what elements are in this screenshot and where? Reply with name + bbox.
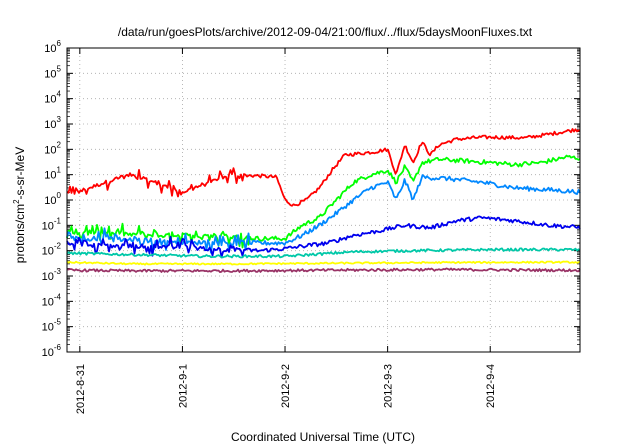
y-tick-label: 10-6 xyxy=(42,343,62,359)
y-tick-base: 10 xyxy=(44,68,56,80)
y-tick-exponent: 3 xyxy=(57,115,62,124)
series-line-7 xyxy=(67,267,581,274)
y-axis-label-rest: -s-sr-MeV xyxy=(13,147,27,200)
y-tick-label: 10-3 xyxy=(42,267,62,283)
y-tick-label: 104 xyxy=(44,90,61,106)
series-line-5 xyxy=(66,247,581,259)
x-axis-label: Coordinated Universal Time (UTC) xyxy=(231,430,415,444)
y-tick-exponent: -3 xyxy=(54,267,62,276)
series-lines xyxy=(66,128,581,274)
y-tick-base: 10 xyxy=(44,170,56,182)
y-tick-exponent: 4 xyxy=(57,90,62,99)
y-tick-exponent: 2 xyxy=(57,140,62,149)
y-tick-base: 10 xyxy=(42,246,54,258)
y-tick-exponent: -2 xyxy=(54,242,62,251)
y-tick-base: 10 xyxy=(44,43,56,55)
series-line-3 xyxy=(66,174,581,254)
y-tick-exponent: -1 xyxy=(54,216,62,225)
y-tick-exponent: 1 xyxy=(57,166,62,175)
x-tick-label: 2012-8-31 xyxy=(75,364,87,414)
y-tick-label: 10-5 xyxy=(42,318,62,334)
y-tick-base: 10 xyxy=(44,119,56,131)
y-tick-label: 100 xyxy=(44,191,61,207)
y-tick-label: 102 xyxy=(44,140,61,156)
y-tick-exponent: 5 xyxy=(57,64,62,73)
y-tick-exponent: -6 xyxy=(54,343,62,352)
y-tick-exponent: 0 xyxy=(57,191,62,200)
series-line-2 xyxy=(66,154,581,249)
y-axis-label-base: protons/cm xyxy=(13,204,27,263)
y-tick-label: 10-1 xyxy=(42,216,62,232)
series-line-4 xyxy=(66,215,581,259)
y-tick-label: 103 xyxy=(44,115,61,131)
y-tick-base: 10 xyxy=(44,144,56,156)
x-tick-label: 2012-9-2 xyxy=(280,364,292,408)
y-tick-base: 10 xyxy=(44,94,56,106)
y-tick-base: 10 xyxy=(42,296,54,308)
y-tick-label: 101 xyxy=(44,166,61,182)
y-axis-label-sup: 2 xyxy=(12,199,21,204)
y-tick-base: 10 xyxy=(42,220,54,232)
x-tick-label: 2012-9-4 xyxy=(485,364,497,408)
y-axis-label: protons/cm2-s-sr-MeV xyxy=(12,147,27,263)
y-tick-base: 10 xyxy=(42,347,54,359)
plot-frame xyxy=(66,47,581,353)
grid-lines xyxy=(67,48,580,352)
y-tick-label: 10-4 xyxy=(42,292,62,308)
y-tick-base: 10 xyxy=(42,271,54,283)
y-tick-base: 10 xyxy=(44,195,56,207)
y-tick-label: 106 xyxy=(44,39,61,55)
y-tick-exponent: 6 xyxy=(57,39,62,48)
y-tick-base: 10 xyxy=(42,322,54,334)
y-axis-ticks: 10-610-510-410-310-210-11001011021031041… xyxy=(42,39,580,359)
series-line-6 xyxy=(66,260,581,266)
x-tick-label: 2012-9-3 xyxy=(383,364,395,408)
series-line-1 xyxy=(66,128,581,207)
y-tick-exponent: -5 xyxy=(54,318,62,327)
y-tick-exponent: -4 xyxy=(54,292,62,301)
chart-title: /data/run/goesPlots/archive/2012-09-04/2… xyxy=(118,25,533,39)
y-tick-label: 105 xyxy=(44,64,61,80)
x-axis-ticks: 2012-8-31 2012-9-1 2012-9-2 2012-9-3 2012-9-… xyxy=(75,48,497,414)
x-tick-label: 2012-9-1 xyxy=(177,364,189,408)
y-tick-label: 10-2 xyxy=(42,242,62,258)
